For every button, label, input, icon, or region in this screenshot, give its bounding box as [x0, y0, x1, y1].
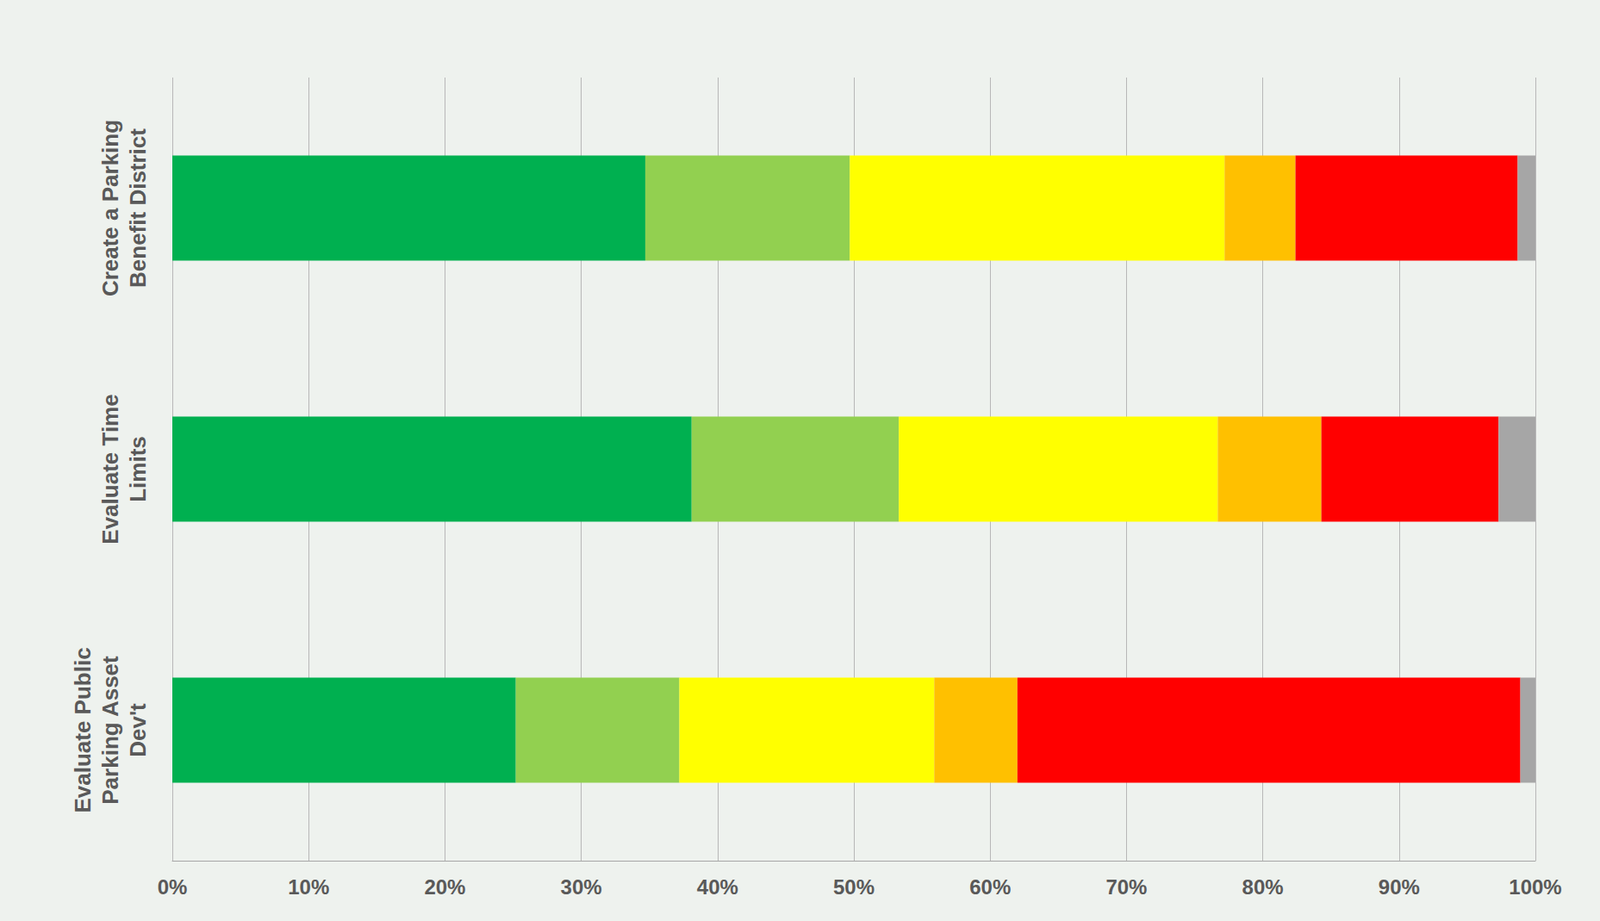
svg-text:50%: 50%: [833, 875, 875, 899]
svg-text:90%: 90%: [1378, 875, 1420, 899]
svg-text:100%: 100%: [1508, 875, 1562, 899]
svg-text:60%: 60%: [969, 875, 1011, 899]
svg-text:0%: 0%: [157, 875, 188, 899]
svg-text:Evaluate Time: Evaluate Time: [97, 393, 124, 544]
svg-text:Limits: Limits: [124, 435, 151, 503]
svg-text:20%: 20%: [423, 875, 466, 899]
svg-text:80%: 80%: [1242, 875, 1284, 899]
svg-text:70%: 70%: [1105, 875, 1147, 899]
svg-text:30%: 30%: [560, 875, 603, 899]
svg-text:Dev't: Dev't: [124, 703, 151, 758]
svg-text:10%: 10%: [287, 875, 330, 899]
svg-text:Evaluate Public: Evaluate Public: [69, 647, 96, 813]
svg-text:Create a Parking: Create a Parking: [97, 119, 124, 297]
svg-text:Benefit District: Benefit District: [124, 128, 151, 288]
svg-text:Parking Asset: Parking Asset: [97, 655, 124, 805]
svg-text:40%: 40%: [697, 875, 739, 899]
